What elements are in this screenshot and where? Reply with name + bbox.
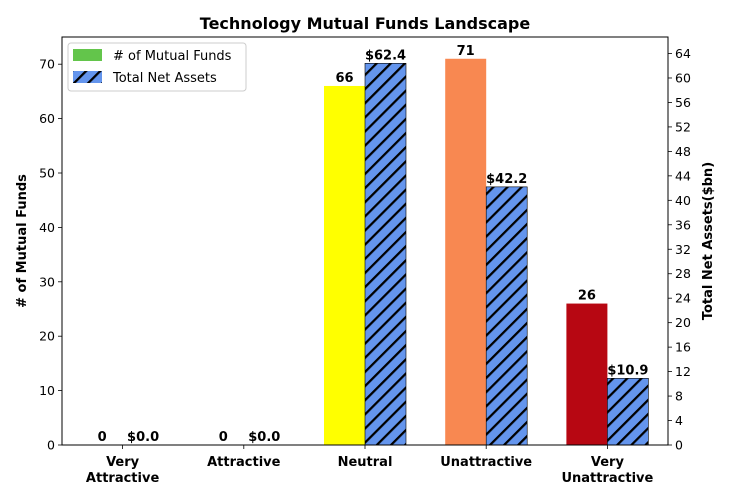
y2-tick-label: 32 bbox=[675, 242, 691, 257]
data-label-net-assets: $0.0 bbox=[127, 430, 159, 445]
legend: # of Mutual Funds Total Net Assets bbox=[67, 42, 247, 92]
legend-label-net-assets: Total Net Assets bbox=[112, 71, 217, 86]
y-tick-label: 0 bbox=[47, 438, 55, 453]
y2-tick-label: 8 bbox=[675, 389, 683, 404]
y2-tick-label: 16 bbox=[675, 340, 691, 355]
y-tick-label: 10 bbox=[39, 383, 55, 398]
y2-tick-label: 28 bbox=[675, 266, 691, 281]
y-tick-label: 70 bbox=[39, 57, 55, 72]
data-label-funds: 26 bbox=[578, 289, 596, 304]
y2-tick-label: 12 bbox=[675, 364, 691, 379]
bar-net-assets bbox=[607, 378, 649, 446]
data-label-net-assets: $10.9 bbox=[607, 363, 648, 378]
y2-tick-label: 4 bbox=[675, 413, 683, 428]
legend-swatch-funds bbox=[73, 49, 102, 61]
data-label-funds: 71 bbox=[457, 44, 475, 59]
bar-net-assets bbox=[485, 186, 528, 446]
legend-box bbox=[67, 42, 247, 92]
y2-tick-label: 36 bbox=[675, 217, 691, 232]
y-tick-label: 30 bbox=[39, 274, 55, 289]
y-tick-label: 50 bbox=[39, 166, 55, 181]
plot-frame bbox=[61, 36, 669, 446]
y2-tick-label: 40 bbox=[675, 193, 691, 208]
data-label-funds: 0 bbox=[219, 430, 228, 445]
y2-tick-label: 20 bbox=[675, 315, 691, 330]
y-tick-label: 40 bbox=[39, 220, 55, 235]
y2-tick-label: 44 bbox=[675, 168, 691, 183]
legend-swatch-net-assets bbox=[73, 71, 102, 83]
y2-tick-label: 0 bbox=[675, 438, 683, 453]
x-tick-label: Very bbox=[591, 455, 625, 470]
legend-label-funds: # of Mutual Funds bbox=[113, 49, 232, 64]
data-label-net-assets: $42.2 bbox=[486, 172, 527, 187]
y-tick-label: 20 bbox=[39, 329, 55, 344]
y2-tick-label: 48 bbox=[675, 144, 691, 159]
x-tick-label: Unattractive bbox=[440, 455, 532, 470]
y2-tick-label: 56 bbox=[675, 95, 691, 110]
y-axis-label: # of Mutual Funds bbox=[15, 174, 30, 308]
data-label-funds: 0 bbox=[98, 430, 107, 445]
y-tick-label: 60 bbox=[39, 111, 55, 126]
x-tick-label: Very bbox=[106, 455, 140, 470]
y2-tick-label: 52 bbox=[675, 119, 691, 134]
data-label-funds: 66 bbox=[335, 71, 353, 86]
bar-funds bbox=[324, 85, 365, 446]
bar-funds bbox=[445, 58, 487, 445]
y2-tick-label: 64 bbox=[675, 46, 691, 61]
x-tick-label: Unattractive bbox=[561, 471, 653, 486]
chart-title: Technology Mutual Funds Landscape bbox=[200, 14, 531, 33]
x-tick-label: Neutral bbox=[338, 455, 393, 470]
x-tick-label: Attractive bbox=[207, 455, 281, 470]
y2-axis-label: Total Net Assets($bn) bbox=[701, 162, 716, 320]
x-tick-label: Attractive bbox=[86, 471, 160, 486]
y2-tick-label: 60 bbox=[675, 70, 691, 85]
bar-net-assets bbox=[364, 63, 407, 446]
data-label-net-assets: $62.4 bbox=[365, 48, 406, 63]
data-label-net-assets: $0.0 bbox=[248, 430, 280, 445]
bar-funds bbox=[566, 303, 608, 445]
y2-tick-label: 24 bbox=[675, 291, 691, 306]
